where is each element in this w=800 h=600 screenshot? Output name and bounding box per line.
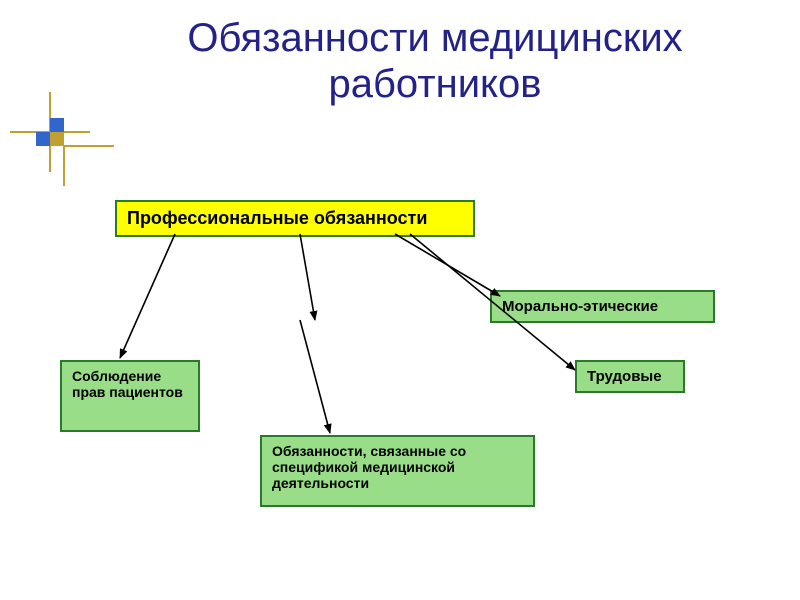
root-box: Профессиональные обязанности	[115, 200, 475, 237]
specific-duties-box: Обязанности, связанные со спецификой мед…	[260, 435, 535, 507]
page-title: Обязанности медицинских работников	[90, 15, 780, 107]
moral-ethical-box: Морально-этические	[490, 290, 715, 323]
patient-rights-box: Соблюдение прав пациентов	[60, 360, 200, 432]
labor-box: Трудовые	[575, 360, 685, 393]
